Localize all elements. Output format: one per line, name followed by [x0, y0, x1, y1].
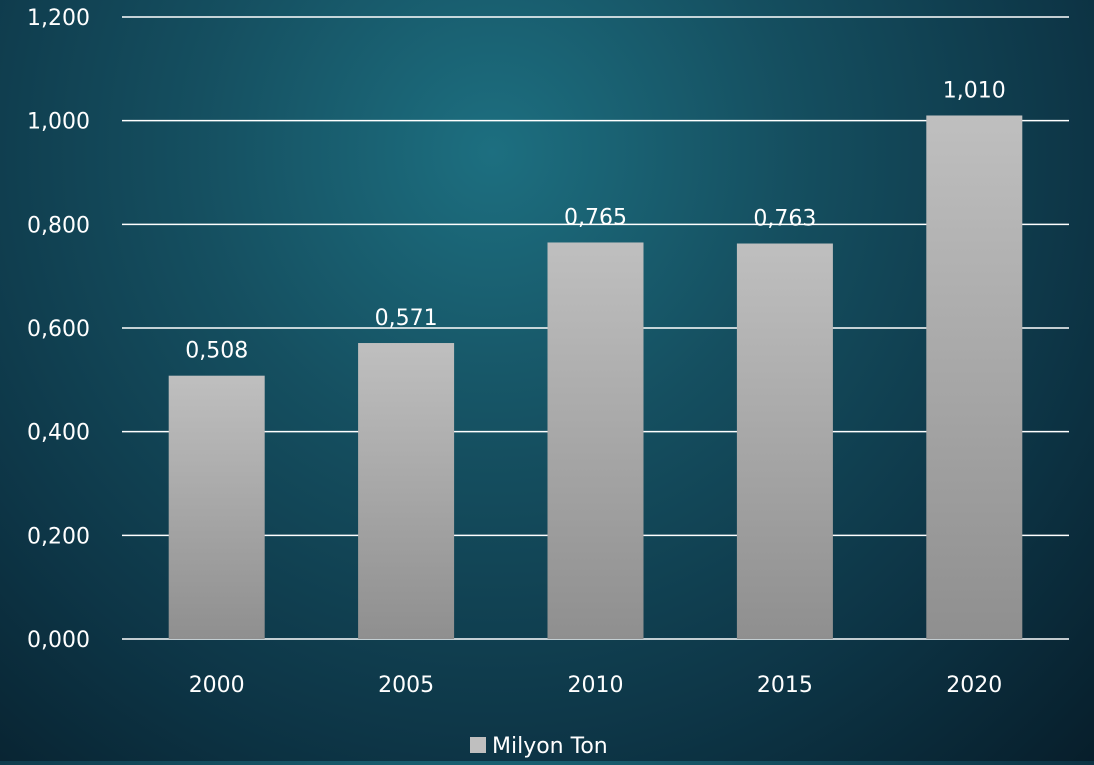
- x-tick-label: 2005: [378, 673, 434, 698]
- data-label: 0,508: [185, 339, 248, 364]
- x-tick-label: 2015: [757, 673, 813, 698]
- data-labels: 0,508 0,571 0,765 0,763 1,010: [185, 78, 1006, 363]
- data-label: 0,765: [564, 205, 627, 230]
- legend-label: Milyon Ton: [492, 734, 608, 759]
- legend: Milyon Ton: [470, 734, 608, 759]
- bar: [926, 115, 1023, 639]
- bar: [168, 375, 265, 639]
- legend-swatch: [470, 737, 486, 753]
- data-label: 0,571: [375, 306, 438, 331]
- data-label: 1,010: [943, 78, 1006, 103]
- y-tick-label: 0,800: [27, 213, 90, 238]
- x-tick-label: 2010: [568, 673, 624, 698]
- bars: [168, 115, 1023, 640]
- x-tick-label: 2020: [946, 673, 1002, 698]
- y-tick-label: 1,000: [27, 110, 90, 135]
- x-tick-label: 2000: [189, 673, 245, 698]
- bar: [736, 243, 833, 640]
- y-tick-label: 0,000: [27, 628, 90, 653]
- y-tick-label: 0,200: [27, 524, 90, 549]
- data-label: 0,763: [753, 207, 816, 232]
- bar: [358, 343, 455, 639]
- x-axis-tick-labels: 2000 2005 2010 2015 2020: [189, 673, 1003, 698]
- y-tick-label: 1,200: [27, 6, 90, 31]
- bar: [547, 242, 644, 639]
- y-axis-tick-labels: 0,000 0,200 0,400 0,600 0,800 1,000 1,200: [27, 6, 90, 653]
- y-tick-label: 0,600: [27, 317, 90, 342]
- y-tick-label: 0,400: [27, 421, 90, 446]
